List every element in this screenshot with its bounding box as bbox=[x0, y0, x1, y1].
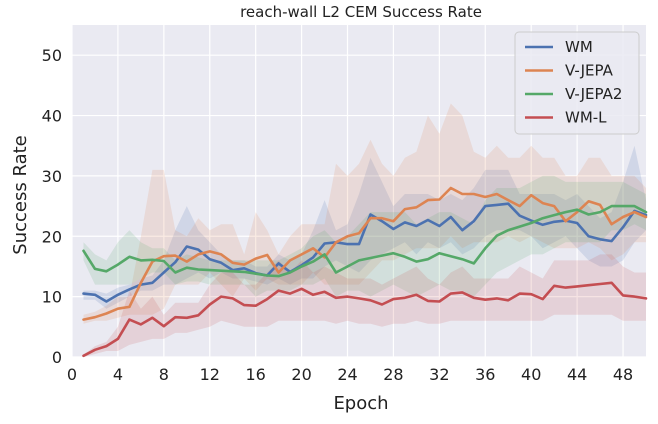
x-tick-label: 0 bbox=[67, 365, 77, 384]
x-tick-label: 4 bbox=[113, 365, 123, 384]
legend-label-wm-l: WM-L bbox=[565, 109, 607, 127]
band-v-jepa2 bbox=[83, 175, 646, 297]
x-tick-label: 8 bbox=[159, 365, 169, 384]
x-tick-label: 40 bbox=[521, 365, 541, 384]
confidence-bands bbox=[83, 103, 646, 357]
y-tick-label: 50 bbox=[42, 46, 62, 65]
legend: WM V-JEPA V-JEPA2 WM-L bbox=[514, 31, 640, 135]
y-tick-label: 0 bbox=[52, 348, 62, 367]
legend-box bbox=[514, 31, 640, 135]
x-tick-label: 16 bbox=[246, 365, 266, 384]
series-lines bbox=[82, 186, 648, 358]
line-v-jepa2 bbox=[82, 204, 648, 278]
x-tick-label: 12 bbox=[200, 365, 220, 384]
y-axis-label: Success Rate bbox=[10, 135, 31, 254]
legend-label-v-jepa: V-JEPA bbox=[565, 62, 614, 80]
x-tick-labels: 0 4 8 12 16 20 24 28 32 36 40 44 48 bbox=[67, 365, 633, 384]
y-tick-label: 20 bbox=[42, 227, 62, 246]
line-v-jepa bbox=[82, 186, 648, 321]
y-tick-label: 10 bbox=[42, 288, 62, 307]
band-wm-l bbox=[83, 254, 646, 357]
chart-title: reach-wall L2 CEM Success Rate bbox=[240, 3, 482, 21]
legend-label-v-jepa2: V-JEPA2 bbox=[565, 85, 622, 103]
x-tick-label: 32 bbox=[429, 365, 449, 384]
x-tick-label: 20 bbox=[291, 365, 311, 384]
x-tick-label: 48 bbox=[613, 365, 633, 384]
band-v-jepa bbox=[83, 103, 646, 324]
legend-label-wm: WM bbox=[565, 38, 593, 56]
x-tick-label: 44 bbox=[567, 365, 587, 384]
x-tick-label: 36 bbox=[475, 365, 495, 384]
line-wm-l bbox=[82, 281, 648, 358]
line-wm bbox=[82, 202, 648, 303]
x-tick-label: 28 bbox=[383, 365, 403, 384]
y-tick-label: 30 bbox=[42, 167, 62, 186]
y-tick-labels: 0 10 20 30 40 50 bbox=[42, 46, 62, 367]
x-axis-label: Epoch bbox=[333, 393, 388, 414]
y-tick-label: 40 bbox=[42, 107, 62, 126]
x-tick-label: 24 bbox=[337, 365, 357, 384]
